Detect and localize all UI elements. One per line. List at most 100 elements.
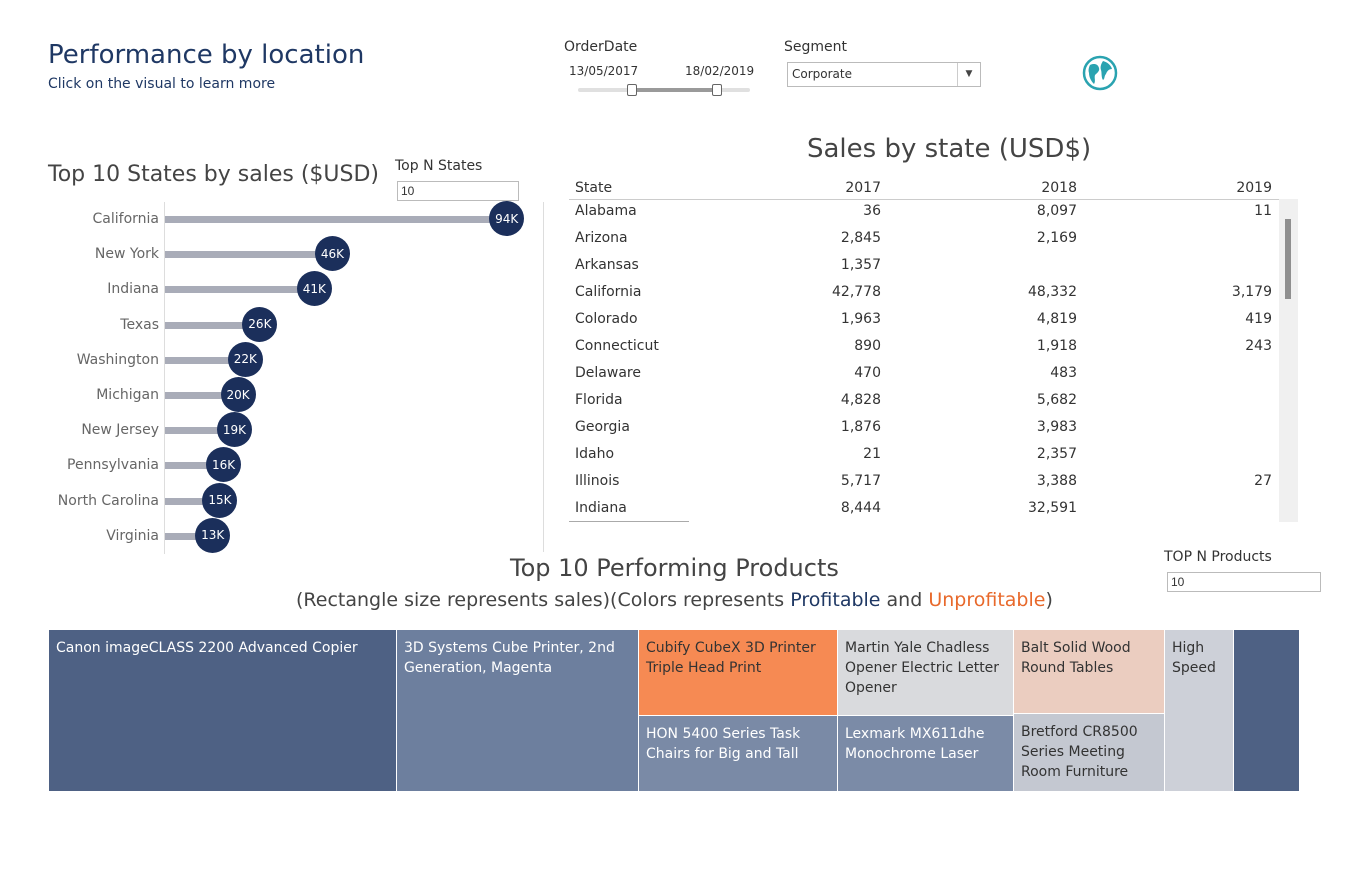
products-subtitle-suffix: ) [1045, 589, 1053, 611]
table-row[interactable]: Georgia 1,876 3,983 [569, 415, 1279, 442]
bar-mark[interactable] [165, 356, 245, 364]
bar-category-label: Indiana [107, 281, 159, 298]
bar-value-label[interactable]: 16K [206, 447, 242, 483]
bar-mark[interactable] [165, 392, 238, 399]
bar-mark[interactable] [165, 497, 220, 505]
table-row[interactable]: Idaho 21 2,357 [569, 442, 1279, 469]
table-cell-state: Colorado [575, 311, 638, 327]
products-subtitle: (Rectangle size represents sales)(Colors… [296, 589, 1053, 611]
top-n-products-input[interactable] [1167, 572, 1321, 592]
unprofitable-legend: Unprofitable [928, 589, 1046, 611]
table-row[interactable]: Connecticut 890 1,918 243 [569, 334, 1279, 361]
bar-category-label: Michigan [96, 387, 159, 403]
segment-select-value: Corporate [792, 67, 852, 81]
bar-value-label[interactable]: 15K [202, 482, 238, 518]
bar-mark[interactable] [165, 286, 314, 294]
treemap-tile[interactable]: HON 5400 Series Task Chairs for Big and … [639, 716, 838, 792]
table-row[interactable]: Florida 4,828 5,682 [569, 388, 1279, 415]
table-row[interactable]: California 42,778 48,332 3,179 [569, 280, 1279, 307]
segment-select[interactable]: Corporate ▼ [787, 62, 981, 87]
table-cell-value: 1,357 [840, 257, 881, 273]
page-title: Performance by location [48, 40, 365, 70]
bar-value-label[interactable]: 13K [195, 517, 231, 553]
treemap-tile[interactable]: Bretford CR8500 Series Meeting Room Furn… [1014, 714, 1165, 792]
bar-value-label[interactable]: 26K [242, 306, 278, 342]
globe-icon[interactable] [1082, 55, 1118, 91]
treemap-tile[interactable]: Canon imageCLASS 2200 Advanced Copier [49, 630, 397, 792]
column-header-2018[interactable]: 2018 [1041, 180, 1077, 196]
bar-category-label: Washington [76, 351, 159, 368]
table-row[interactable]: Arkansas 1,357 [569, 253, 1279, 280]
table-cell-value: 483 [1050, 365, 1077, 381]
table-cell-value: 11 [1254, 203, 1272, 219]
table-scrollbar-thumb[interactable] [1285, 219, 1291, 299]
treemap-tile[interactable]: Cubify CubeX 3D Printer Triple Head Prin… [639, 630, 838, 716]
column-header-state[interactable]: State [575, 180, 613, 196]
table-cell-value: 36 [863, 203, 881, 219]
bar-mark[interactable] [165, 462, 224, 470]
orderdate-start: 13/05/2017 [569, 64, 639, 78]
treemap-tile[interactable] [1234, 630, 1300, 792]
orderdate-end-handle[interactable] [712, 84, 722, 96]
table-cell-state: Georgia [575, 419, 630, 435]
table-row[interactable]: Arizona 2,845 2,169 [569, 226, 1279, 253]
table-row[interactable]: Illinois 5,717 3,388 27 [569, 469, 1279, 496]
chevron-down-icon[interactable]: ▼ [957, 63, 980, 86]
bar-mark[interactable] [165, 321, 260, 329]
table-cell-value: 1,963 [840, 311, 881, 327]
treemap-tile[interactable]: 3D Systems Cube Printer, 2nd Generation,… [397, 630, 639, 792]
column-header-2017[interactable]: 2017 [845, 180, 881, 196]
chart-divider [543, 202, 544, 552]
bar-category-label: Virginia [106, 527, 159, 544]
table-row[interactable]: Delaware 470 483 [569, 361, 1279, 388]
table-cell-state: Arizona [575, 230, 628, 246]
table-cell-value: 4,819 [1036, 311, 1077, 327]
table-cell-value: 48,332 [1028, 284, 1077, 300]
table-cell-value: 890 [854, 338, 881, 354]
treemap-tile[interactable]: Balt Solid Wood Round Tables [1014, 630, 1165, 714]
table-row[interactable]: Indiana 8,444 32,591 [569, 496, 1279, 522]
table-row[interactable]: Colorado 1,963 4,819 419 [569, 307, 1279, 334]
table-cell-value: 419 [1245, 311, 1272, 327]
sales-table-body[interactable]: Alabama 36 8,097 11 Arizona 2,845 2,169 Arkansa… [569, 199, 1279, 522]
table-cell-value: 2,357 [1036, 446, 1077, 462]
segment-label: Segment [784, 39, 847, 55]
sales-table-header: State 2017 2018 2019 [569, 178, 1279, 200]
bar-value-label[interactable]: 46K [314, 236, 350, 272]
bar-value-label[interactable]: 94K [489, 201, 525, 236]
bar-category-label: California [92, 211, 159, 227]
bar-value-label[interactable]: 41K [296, 271, 332, 307]
top-n-states-input[interactable] [397, 181, 519, 201]
table-cell-value: 470 [854, 365, 881, 381]
bar-mark[interactable] [165, 427, 234, 435]
treemap-tile[interactable]: Martin Yale Chadless Opener Electric Let… [838, 630, 1014, 716]
bar-value-label[interactable]: 19K [216, 412, 252, 448]
bar-category-label: New Jersey [81, 422, 159, 439]
table-cell-value: 5,682 [1036, 392, 1077, 408]
table-cell-state: Illinois [575, 473, 620, 489]
bar-mark[interactable] [165, 532, 213, 540]
table-cell-value: 3,388 [1036, 473, 1077, 489]
page-subtitle: Click on the visual to learn more [48, 76, 276, 92]
table-footer-line [569, 521, 689, 522]
table-cell-value: 8,097 [1036, 203, 1077, 219]
table-cell-value: 27 [1254, 473, 1272, 489]
treemap-tile[interactable]: Lexmark MX611dhe Monochrome Laser [838, 716, 1014, 792]
orderdate-label: OrderDate [564, 39, 638, 55]
bar-value-label[interactable]: 22K [227, 341, 263, 377]
bar-mark[interactable] [165, 216, 507, 223]
orderdate-start-handle[interactable] [627, 84, 637, 96]
chart-axis-line [164, 202, 165, 554]
column-header-2019[interactable]: 2019 [1236, 180, 1272, 196]
bar-category-label: New York [94, 246, 159, 263]
table-cell-value: 2,169 [1036, 230, 1077, 246]
table-row[interactable]: Alabama 36 8,097 11 [569, 199, 1279, 226]
bar-value-label[interactable]: 20K [220, 377, 256, 412]
treemap-tile[interactable]: High Speed [1165, 630, 1234, 792]
table-cell-state: Indiana [575, 500, 627, 516]
table-scrollbar[interactable] [1279, 199, 1298, 522]
bar-mark[interactable] [165, 251, 332, 259]
sales-table-title: Sales by state (USD$) [807, 134, 1092, 164]
table-cell-value: 2,845 [840, 230, 881, 246]
table-cell-value: 5,717 [840, 473, 881, 489]
